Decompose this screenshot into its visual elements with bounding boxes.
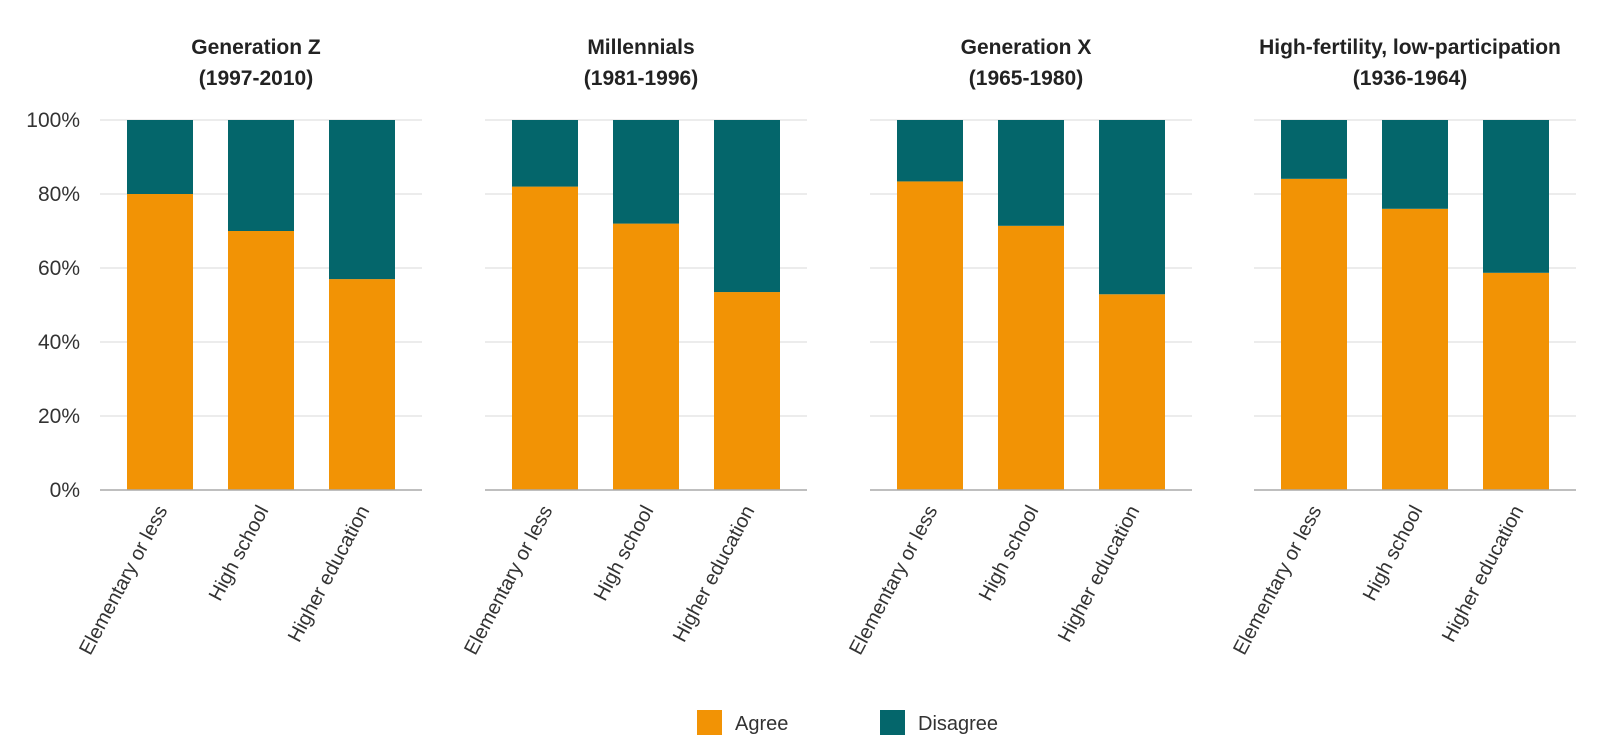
x-tick-label: High school: [975, 502, 1043, 605]
bar-disagree: [329, 120, 395, 280]
bar-disagree: [998, 120, 1064, 226]
x-tick-label: High school: [205, 502, 273, 605]
panel-title: (1936-1964): [1353, 67, 1467, 90]
chart-panel-3: Generation X (1965-1980) Elementary or les…: [845, 36, 1192, 659]
chart-panel-1: 0% 20% 40% 60% 80% 100% Generation Z (1997-2010…: [26, 36, 422, 659]
panel-title: Generation Z: [191, 36, 321, 59]
x-tick-label: Higher education: [1438, 502, 1528, 646]
legend-label: Agree: [735, 713, 788, 735]
legend-swatch-agree: [697, 710, 722, 735]
bar-agree: [1099, 294, 1165, 490]
bar-agree: [1281, 178, 1347, 490]
x-tick-label: Higher education: [1054, 502, 1144, 646]
chart-panel-2: Millennials (1981-1996) Elementary or less…: [460, 36, 807, 659]
bar-agree: [127, 194, 193, 490]
y-tick-label: 60%: [38, 257, 80, 280]
y-tick-label: 0%: [50, 479, 80, 502]
bar-disagree: [714, 120, 780, 293]
y-tick-label: 20%: [38, 405, 80, 428]
panel-title: (1997-2010): [199, 67, 313, 90]
bar-agree: [613, 223, 679, 490]
panel-title: Generation X: [961, 36, 1092, 59]
x-tick-label: Higher education: [669, 502, 759, 646]
legend-label: Disagree: [918, 713, 998, 735]
bar-agree: [228, 231, 294, 490]
bar-disagree: [1099, 120, 1165, 295]
x-tick-label: Elementary or less: [845, 502, 942, 659]
y-tick-label: 40%: [38, 331, 80, 354]
bar-disagree: [228, 120, 294, 231]
legend-swatch-disagree: [880, 710, 905, 735]
bar-disagree: [512, 120, 578, 187]
x-tick-label: Elementary or less: [460, 502, 557, 659]
panel-title: High-fertility, low-participation: [1259, 36, 1561, 59]
panel-title: (1981-1996): [584, 67, 698, 90]
x-tick-label: High school: [1359, 502, 1427, 605]
x-tick-label: Higher education: [284, 502, 374, 646]
bar-agree: [897, 181, 963, 491]
y-tick-label: 80%: [38, 183, 80, 206]
panel-title: (1965-1980): [969, 67, 1083, 90]
legend: Agree Disagree: [697, 710, 998, 735]
bar-disagree: [897, 120, 963, 182]
bar-agree: [998, 225, 1064, 490]
bar-disagree: [1382, 120, 1448, 209]
x-tick-label: Elementary or less: [75, 502, 172, 659]
bar-agree: [714, 292, 780, 490]
chart-panel-4: High-fertility, low-participation (1936-1…: [1229, 36, 1576, 659]
panel-title: Millennials: [587, 36, 694, 59]
y-tick-label: 100%: [26, 109, 80, 132]
bar-agree: [329, 279, 395, 490]
bar-disagree: [127, 120, 193, 194]
bar-disagree: [1483, 120, 1549, 273]
x-tick-label: High school: [590, 502, 658, 605]
bar-agree: [1382, 208, 1448, 491]
bar-agree: [512, 186, 578, 490]
x-tick-label: Elementary or less: [1229, 502, 1326, 659]
bar-agree: [1483, 272, 1549, 490]
bar-disagree: [1281, 120, 1347, 179]
bar-disagree: [613, 120, 679, 224]
